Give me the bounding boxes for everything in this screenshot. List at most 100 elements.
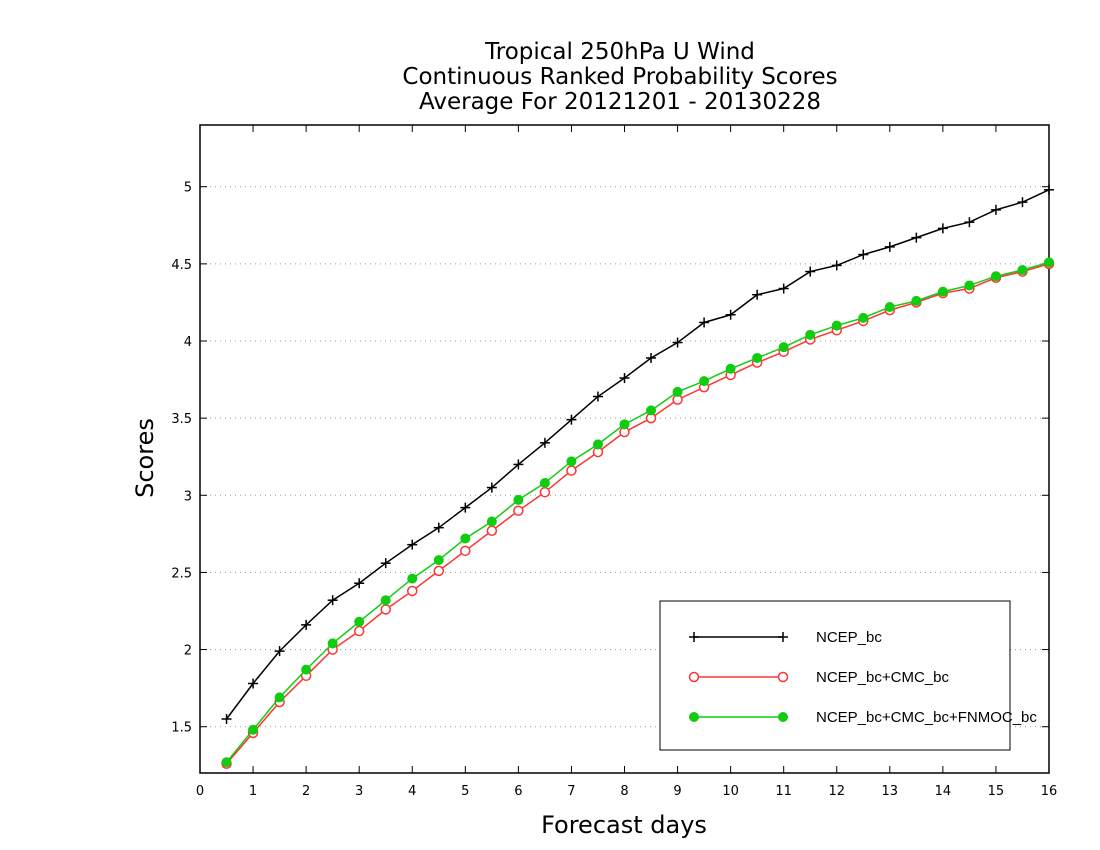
data-point (805, 266, 816, 277)
legend-marker (777, 671, 789, 683)
data-point (407, 573, 418, 584)
y-tick-label: 2 (184, 644, 192, 659)
data-point (539, 486, 551, 498)
data-point (486, 482, 497, 493)
data-point (1044, 257, 1054, 268)
data-point (752, 289, 763, 300)
legend-marker (689, 632, 699, 642)
data-point (937, 286, 948, 297)
data-point (1017, 197, 1028, 208)
data-point (301, 619, 312, 630)
series-3 (221, 257, 1054, 768)
data-point (354, 616, 365, 627)
data-point (380, 558, 391, 569)
data-point (566, 414, 577, 425)
data-point (699, 376, 710, 387)
data-point (433, 555, 444, 566)
y-tick-label: 4 (184, 335, 192, 350)
data-point (831, 260, 842, 271)
data-point (619, 373, 630, 384)
y-tick-label: 3.5 (171, 412, 192, 427)
data-point (592, 391, 603, 402)
x-tick-label: 5 (461, 784, 469, 799)
data-point (699, 317, 710, 328)
x-tick-label: 0 (196, 784, 204, 799)
y-tick-label: 4.5 (171, 258, 192, 273)
data-point (672, 386, 683, 397)
data-point (354, 578, 365, 589)
data-point (407, 539, 418, 550)
data-point (380, 604, 391, 615)
x-tick-label: 11 (775, 784, 792, 799)
data-point (486, 525, 498, 537)
x-tick-label: 2 (302, 784, 310, 799)
data-point (566, 465, 577, 476)
x-axis-ticks: 0 1 2 3 4 5 6 7 8 9 10 11 12 13 14 15 16 (196, 125, 1057, 799)
title-line-2: Continuous Ranked Probability Scores (402, 64, 837, 90)
title-line-3: Average For 20121201 - 20130228 (419, 89, 821, 115)
data-point (884, 241, 895, 252)
legend-marker (688, 671, 700, 683)
x-axis-label: Forecast days (541, 811, 707, 839)
data-point (884, 302, 895, 313)
data-point (858, 249, 869, 260)
data-point (221, 714, 232, 724)
data-point (486, 516, 497, 527)
legend-marker (778, 632, 788, 642)
data-point (778, 342, 789, 353)
data-point (513, 494, 524, 505)
data-point (911, 232, 922, 243)
legend-marker (778, 712, 788, 722)
data-point (725, 363, 736, 374)
data-point (858, 312, 869, 323)
y-axis-ticks: 1.5 2 2.5 3 3.5 4 4.5 5 (171, 181, 1049, 736)
title-line-1: Tropical 250hPa U Wind (484, 39, 755, 65)
x-tick-label: 15 (988, 784, 1005, 799)
data-point (353, 625, 365, 637)
data-point (778, 283, 789, 294)
legend-entry-2: NCEP_bc+CMC_bc (688, 669, 949, 686)
x-tick-label: 7 (567, 784, 575, 799)
data-point (513, 505, 524, 516)
data-point (831, 320, 842, 331)
data-point (964, 280, 975, 291)
data-point (407, 585, 418, 597)
x-tick-label: 4 (408, 784, 416, 799)
legend-label: NCEP_bc (816, 629, 882, 646)
data-point (539, 437, 550, 448)
data-point (248, 724, 259, 735)
data-point (460, 533, 471, 544)
legend-box (659, 600, 1011, 751)
data-point (646, 405, 657, 416)
x-tick-label: 14 (935, 784, 952, 799)
legend-entry-1: NCEP_bc (689, 629, 882, 646)
legend-label: NCEP_bc+CMC_bc (816, 669, 949, 686)
data-point (725, 309, 736, 320)
data-point (433, 522, 444, 533)
data-point (646, 352, 657, 363)
data-point (964, 217, 975, 228)
series-1 (221, 184, 1054, 724)
data-point (1044, 184, 1054, 195)
x-tick-label: 6 (514, 784, 522, 799)
data-point (752, 352, 763, 363)
data-point (911, 295, 922, 306)
data-point (327, 638, 338, 649)
data-point (566, 456, 577, 467)
legend-label: NCEP_bc+CMC_bc+FNMOC_bc (816, 709, 1037, 726)
x-tick-label: 16 (1041, 784, 1058, 799)
data-point (221, 757, 232, 768)
x-tick-label: 10 (722, 784, 739, 799)
data-point (327, 595, 338, 606)
legend: NCEP_bc NCEP_bc+CMC_bc NCEP_bc+CMC_bc+FNMO… (659, 600, 1037, 751)
x-tick-label: 13 (882, 784, 899, 799)
data-point (274, 692, 285, 703)
data-point (460, 545, 471, 557)
data-point (672, 337, 683, 348)
data-point (274, 646, 285, 657)
data-point (805, 329, 816, 340)
data-point (990, 204, 1001, 215)
y-tick-label: 1.5 (171, 721, 192, 736)
